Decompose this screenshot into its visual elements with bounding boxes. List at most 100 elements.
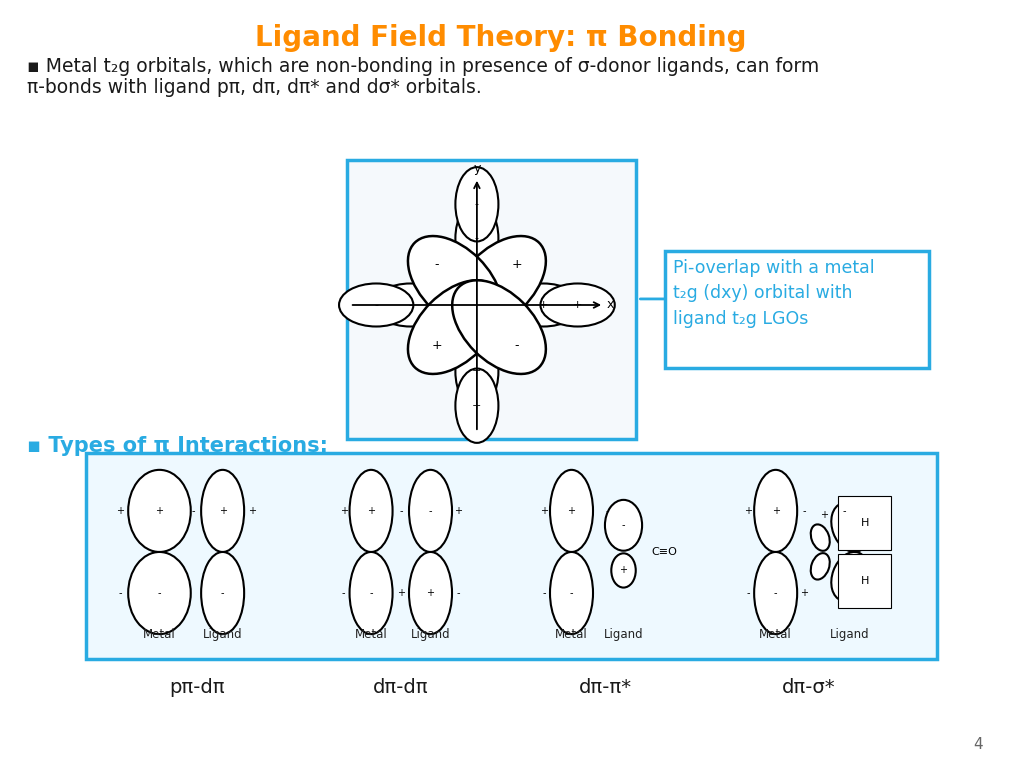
Text: +: + [367, 506, 375, 516]
Ellipse shape [409, 470, 452, 552]
Ellipse shape [456, 334, 499, 409]
Text: +: + [539, 300, 548, 310]
Text: -: - [605, 506, 608, 516]
Text: ligand t₂g LGOs: ligand t₂g LGOs [673, 310, 808, 328]
Text: +: + [744, 506, 753, 516]
Ellipse shape [201, 552, 244, 634]
Text: +: + [620, 565, 628, 575]
Text: -: - [843, 506, 846, 516]
Text: +: + [156, 506, 164, 516]
Text: -: - [374, 300, 378, 310]
Text: Metal: Metal [354, 628, 387, 641]
Text: -: - [515, 339, 519, 352]
Text: dπ-dπ: dπ-dπ [373, 678, 429, 697]
Ellipse shape [456, 167, 499, 241]
Text: Metal: Metal [555, 628, 588, 641]
Text: x: x [607, 299, 614, 312]
Text: -: - [622, 520, 626, 530]
Text: -: - [191, 506, 195, 516]
Ellipse shape [811, 553, 829, 580]
Text: -: - [475, 199, 479, 210]
Text: +: + [572, 300, 583, 310]
Ellipse shape [550, 470, 593, 552]
Ellipse shape [339, 283, 414, 326]
Text: -: - [569, 588, 573, 598]
Ellipse shape [453, 280, 546, 374]
Text: -: - [399, 506, 402, 516]
Ellipse shape [754, 470, 797, 552]
Text: dπ-σ*: dπ-σ* [782, 678, 836, 697]
Ellipse shape [605, 500, 642, 551]
Text: +: + [431, 339, 442, 352]
Text: +: + [800, 588, 808, 598]
Text: Ligand: Ligand [203, 628, 243, 641]
Text: Metal: Metal [759, 628, 792, 641]
Text: +: + [396, 588, 404, 598]
Text: -: - [475, 233, 479, 243]
Text: Ligand: Ligand [604, 628, 643, 641]
Ellipse shape [506, 283, 581, 326]
Text: -: - [221, 588, 224, 598]
Text: pπ-dπ: pπ-dπ [169, 678, 224, 697]
Text: -: - [119, 588, 122, 598]
Ellipse shape [541, 283, 614, 326]
Ellipse shape [349, 470, 392, 552]
Text: ▪ Types of π Interactions:: ▪ Types of π Interactions: [28, 435, 329, 456]
Text: y: y [473, 162, 480, 175]
Text: dπ-π*: dπ-π* [579, 678, 632, 697]
Ellipse shape [128, 552, 190, 634]
Ellipse shape [374, 283, 447, 326]
Text: π-bonds with ligand pπ, dπ, dπ* and dσ* orbitals.: π-bonds with ligand pπ, dπ, dπ* and dσ* … [28, 78, 482, 97]
Text: H: H [860, 576, 869, 586]
Text: +: + [472, 366, 481, 376]
Ellipse shape [550, 552, 593, 634]
FancyBboxPatch shape [86, 453, 937, 659]
Text: +: + [567, 506, 575, 516]
Text: Pi-overlap with a metal: Pi-overlap with a metal [673, 259, 874, 276]
Text: +: + [820, 510, 828, 520]
Text: Metal: Metal [143, 628, 176, 641]
Text: t₂g (dxy) orbital with: t₂g (dxy) orbital with [673, 284, 852, 303]
Text: 4: 4 [973, 737, 983, 752]
Ellipse shape [456, 369, 499, 443]
Ellipse shape [408, 280, 502, 374]
Text: +: + [248, 506, 256, 516]
Text: -: - [774, 588, 777, 598]
Ellipse shape [754, 552, 797, 634]
Text: -: - [746, 588, 750, 598]
Text: -: - [429, 506, 432, 516]
FancyBboxPatch shape [665, 251, 929, 369]
Text: -: - [409, 300, 413, 310]
Text: -: - [342, 588, 345, 598]
Text: +: + [454, 506, 462, 516]
Text: -: - [543, 588, 546, 598]
Text: -: - [370, 588, 373, 598]
Text: +: + [772, 506, 779, 516]
Text: +: + [427, 588, 434, 598]
Text: +: + [340, 506, 348, 516]
Ellipse shape [453, 236, 546, 329]
Ellipse shape [456, 201, 499, 276]
Text: Ligand: Ligand [411, 628, 451, 641]
Ellipse shape [128, 470, 190, 552]
Text: Ligand: Ligand [830, 628, 869, 641]
Text: -: - [803, 506, 806, 516]
Text: C≡O: C≡O [651, 547, 677, 557]
Text: H: H [860, 518, 869, 528]
Ellipse shape [831, 552, 868, 601]
Ellipse shape [349, 552, 392, 634]
Text: -: - [434, 258, 439, 271]
Text: +: + [117, 506, 124, 516]
Ellipse shape [408, 236, 502, 329]
Text: +: + [472, 401, 481, 411]
FancyBboxPatch shape [347, 160, 636, 439]
Ellipse shape [201, 470, 244, 552]
Text: -: - [456, 588, 460, 598]
Text: +: + [540, 506, 548, 516]
Text: +: + [219, 506, 226, 516]
Text: -: - [158, 588, 161, 598]
Text: Ligand Field Theory: π Bonding: Ligand Field Theory: π Bonding [255, 24, 746, 52]
Text: +: + [512, 258, 522, 271]
Ellipse shape [611, 554, 636, 588]
Ellipse shape [409, 552, 452, 634]
